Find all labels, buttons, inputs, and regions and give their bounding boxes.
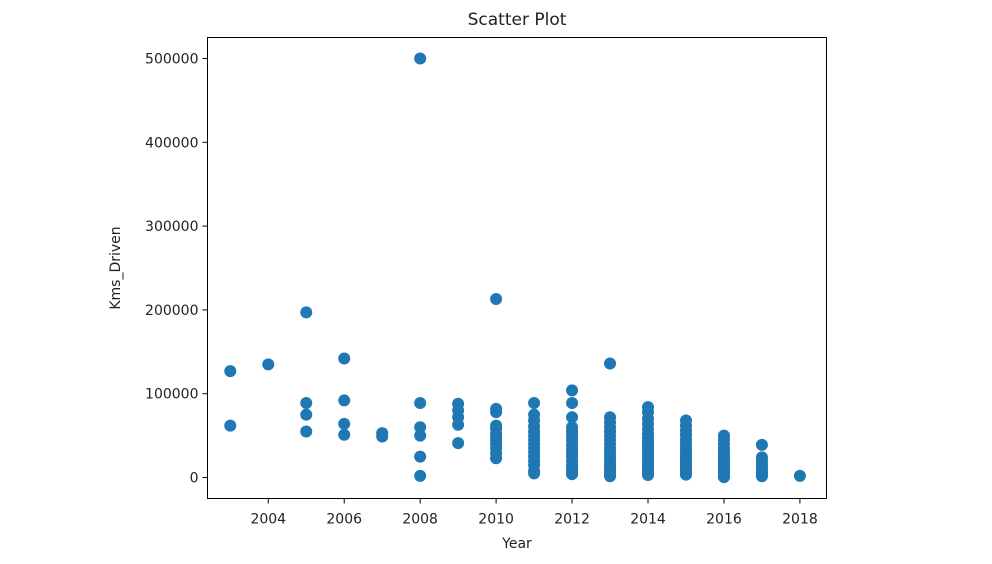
data-point: [490, 452, 503, 465]
data-point: [414, 421, 427, 434]
data-point: [300, 425, 313, 438]
data-point: [793, 469, 806, 482]
x-tick-label: 2016: [706, 512, 742, 528]
y-tick-label: 0: [190, 471, 199, 487]
data-point: [338, 417, 351, 430]
x-axis: 2004 2006 2008 2010 2012 2014 2016 2018: [250, 498, 818, 528]
y-tick-label: 400000: [145, 135, 198, 151]
data-point: [717, 471, 730, 484]
data-point: [566, 468, 579, 481]
data-point: [414, 469, 427, 482]
data-point: [528, 396, 541, 409]
data-point: [338, 352, 351, 365]
data-point: [755, 470, 768, 483]
plot-frame: [207, 37, 827, 499]
data-point: [528, 467, 541, 480]
x-tick-label: 2010: [478, 512, 514, 528]
data-point: [566, 384, 579, 397]
data-point: [490, 406, 503, 419]
data-point: [338, 428, 351, 441]
y-tick-label: 500000: [145, 51, 198, 67]
x-tick-label: 2014: [630, 512, 666, 528]
data-point: [376, 430, 389, 443]
data-point: [642, 469, 655, 482]
x-axis-label: Year: [501, 536, 532, 552]
data-point: [262, 358, 275, 371]
data-point: [338, 394, 351, 407]
data-point: [224, 365, 237, 378]
y-axis: 0 100000 200000 300000 400000 500000: [145, 51, 208, 487]
y-tick-label: 300000: [145, 219, 198, 235]
x-tick-label: 2004: [250, 512, 286, 528]
chart-title: Scatter Plot: [468, 10, 567, 30]
data-point: [300, 408, 313, 421]
x-tick-label: 2018: [782, 512, 818, 528]
x-tick-label: 2012: [554, 512, 590, 528]
data-point: [604, 470, 617, 483]
y-axis-label: Kms_Driven: [108, 226, 124, 309]
data-point: [452, 418, 465, 431]
data-point: [679, 468, 692, 481]
data-point: [566, 411, 579, 424]
x-tick-label: 2008: [402, 512, 438, 528]
data-point: [300, 306, 313, 319]
y-tick-label: 200000: [145, 303, 198, 319]
data-point: [566, 396, 579, 409]
data-point: [414, 450, 427, 463]
data-point: [224, 419, 237, 432]
data-point: [414, 52, 427, 65]
data-point: [414, 396, 427, 409]
data-point: [414, 429, 427, 442]
data-point: [300, 396, 313, 409]
data-point: [452, 437, 465, 450]
data-points: [224, 52, 806, 484]
y-tick-label: 100000: [145, 387, 198, 403]
x-tick-label: 2006: [326, 512, 362, 528]
data-point: [490, 293, 503, 306]
data-point: [755, 438, 768, 451]
data-point: [604, 357, 617, 370]
